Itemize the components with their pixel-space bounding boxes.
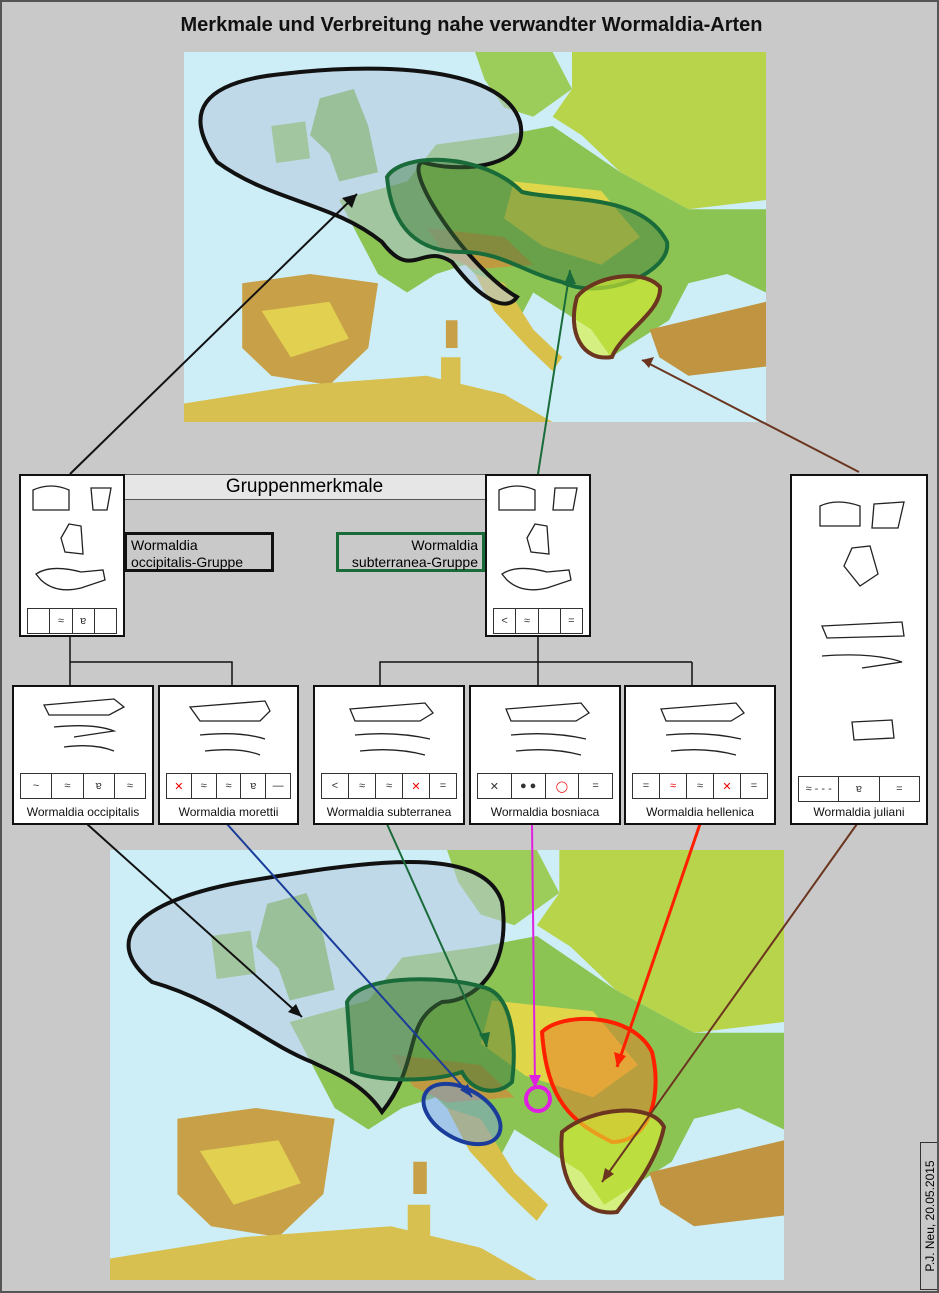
species-card-bosniaca: ✕ ● ● ◯ = Wormaldia bosniaca <box>469 685 621 825</box>
arrow-juliani <box>601 823 858 1183</box>
species-name: Wormaldia bosniaca <box>490 805 600 819</box>
morphology-sketches <box>660 702 745 756</box>
label-line: subterranea-Gruppe <box>351 554 478 570</box>
arrow-subterranea <box>386 823 488 1048</box>
arrowheads <box>288 194 654 1182</box>
range-subterranea <box>344 977 516 1093</box>
label-occipitalis-group: Wormaldia occipitalis-Gruppe <box>124 532 274 572</box>
character-row: < ≈ = <box>493 608 583 634</box>
species-card-morettii: ✕ ≈ ≈ ɐ — Wormaldia morettii <box>158 685 299 825</box>
species-name: Wormaldia hellenica <box>646 805 754 819</box>
range-morettii <box>421 1081 503 1147</box>
character-row: ~ ≈ ɐ ≈ <box>20 773 146 799</box>
species-card-occipitalis: ~ ≈ ɐ ≈ Wormaldia occipitalis <box>12 685 154 825</box>
character-row: = ≈ ≈ ✕ = <box>632 773 768 799</box>
morphology-sketches <box>498 485 578 591</box>
species-name: Wormaldia occipitalis <box>26 805 140 819</box>
character-row: ≈ ɐ <box>27 608 117 634</box>
species-card-subterranea: < ≈ ≈ ✕ = Wormaldia subterranea <box>313 685 465 825</box>
label-line: occipitalis-Gruppe <box>131 554 244 570</box>
morphology-sketches <box>188 700 271 756</box>
morphology-sketches <box>42 698 126 752</box>
morphology-sketches <box>505 702 590 756</box>
species-name: Wormaldia juliani <box>813 805 905 819</box>
label-subterranea-group: Wormaldia subterranea-Gruppe <box>336 532 485 572</box>
arrows <box>69 193 860 1183</box>
subterranea-group-card: < ≈ = <box>485 474 591 637</box>
species-name: Wormaldia subterranea <box>326 805 452 819</box>
character-row: ✕ ≈ ≈ ɐ — <box>166 773 291 799</box>
morphology-sketches <box>32 485 112 591</box>
species-card-juliani: ≈ - - - ɐ = Wormaldia juliani <box>790 474 928 825</box>
character-row: ✕ ● ● ◯ = <box>477 773 613 799</box>
range-juliani-top <box>571 274 662 360</box>
arrow-hellenica <box>615 823 702 1068</box>
arrow-subterranea-group <box>537 269 571 475</box>
arrow-bosniaca <box>531 823 536 1089</box>
range-subterranea-group <box>384 157 670 291</box>
species-card-hellenica: = ≈ ≈ ✕ = Wormaldia hellenica <box>624 685 776 825</box>
character-row: < ≈ ≈ ✕ = <box>321 773 457 799</box>
arrow-morettii <box>226 823 473 1098</box>
range-juliani <box>559 1108 667 1215</box>
morphology-sketches <box>349 702 434 756</box>
figure-title: Merkmale und Verbreitung nahe verwandter… <box>180 14 763 36</box>
credit-text: P.J. Neu, 20.05.2015 <box>922 1160 937 1272</box>
arrow-juliani-top <box>641 359 860 473</box>
author-credit: P.J. Neu, 20.05.2015 <box>920 1142 937 1290</box>
top-distribution-map <box>184 52 766 422</box>
character-row: ≈ - - - ɐ = <box>798 776 920 802</box>
range-bosniaca <box>524 1085 552 1113</box>
tree-connectors <box>69 636 693 688</box>
arrow-occipitalis <box>86 823 303 1018</box>
label-line: Wormaldia <box>411 537 478 553</box>
morphology-sketches <box>819 501 905 741</box>
range-occipitalis-group <box>198 66 524 306</box>
species-name: Wormaldia morettii <box>178 805 279 819</box>
arrow-occipitalis-group <box>69 193 358 475</box>
group-characters-header: Gruppenmerkmale <box>124 474 485 500</box>
label-line: Wormaldia <box>131 537 198 553</box>
bottom-distribution-map <box>110 850 784 1280</box>
occipitalis-group-card: ≈ ɐ <box>19 474 125 637</box>
